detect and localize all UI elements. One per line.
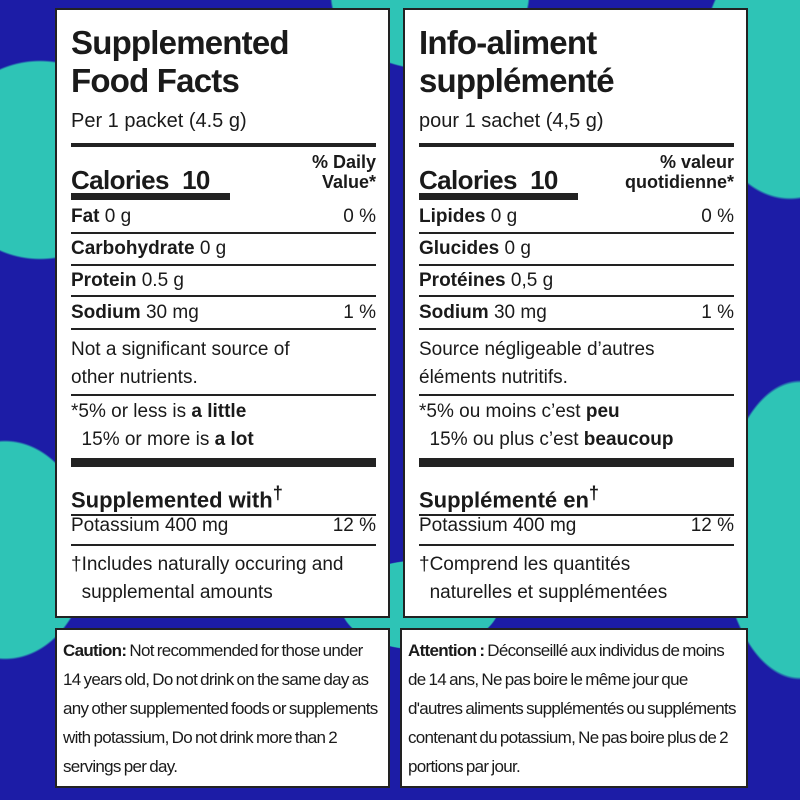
nutrient-row: Carbohydrate 0 g: [71, 238, 227, 259]
footnote-daily-value: *5% ou moins c’est peu 15% ou plus c’est…: [419, 401, 674, 450]
divider: [71, 143, 376, 147]
divider: [419, 394, 734, 396]
nutrient-row: Sodium 30 mg 1 %: [419, 302, 734, 323]
daily-value-header: % valeur quotidienne*: [625, 152, 734, 192]
divider: [419, 193, 578, 200]
divider: [71, 514, 376, 516]
serving-size: Per 1 packet (4.5 g): [71, 110, 247, 132]
divider: [71, 394, 376, 396]
divider: [71, 328, 376, 330]
divider: [71, 264, 376, 266]
divider: [71, 458, 376, 467]
caution-english: Caution: Not recommended for those under…: [55, 628, 390, 788]
nutrition-facts-french: Info-aliment supplémenté pour 1 sachet (4…: [403, 8, 748, 618]
nutrient-row: Sodium 30 mg 1 %: [71, 302, 376, 323]
divider: [71, 232, 376, 234]
divider: [419, 295, 734, 297]
serving-size: pour 1 sachet (4,5 g): [419, 110, 604, 132]
footnote-dagger: †Includes naturally occuring and supplem…: [71, 554, 344, 603]
divider: [419, 143, 734, 147]
divider: [419, 264, 734, 266]
divider: [71, 544, 376, 546]
supplemented-heading: Supplémenté en†: [419, 482, 600, 513]
footnote-dagger: †Comprend les quantités naturelles et su…: [419, 554, 668, 603]
nutrient-row: Glucides 0 g: [419, 238, 531, 259]
footnote-daily-value: *5% or less is a little 15% or more is a…: [71, 401, 254, 450]
nutrient-row: Protéines 0,5 g: [419, 270, 554, 291]
divider: [71, 193, 230, 200]
divider: [71, 295, 376, 297]
divider: [419, 328, 734, 330]
divider: [419, 232, 734, 234]
potassium-row: Potassium 400 mg 12 %: [71, 515, 376, 536]
panel-title: Supplemented Food Facts: [71, 24, 290, 99]
note: Source négligeable d’autres éléments nutr…: [419, 339, 655, 388]
note: Not a significant source of other nutrien…: [71, 339, 290, 388]
calories: Calories 10: [71, 165, 210, 195]
nutrient-row: Protein 0.5 g: [71, 270, 184, 291]
potassium-row: Potassium 400 mg 12 %: [419, 515, 734, 536]
panel-title: Info-aliment supplémenté: [419, 24, 615, 99]
caution-french: Attention : Déconseillé aux individus de…: [400, 628, 748, 788]
caution-text: Caution: Not recommended for those under…: [63, 641, 378, 776]
nutrition-facts-english: Supplemented Food Facts Per 1 packet (4.5…: [55, 8, 390, 618]
divider: [419, 544, 734, 546]
divider: [419, 514, 734, 516]
calories: Calories 10: [419, 165, 558, 195]
caution-text: Attention : Déconseillé aux individus de…: [408, 641, 736, 776]
divider: [419, 458, 734, 467]
supplemented-heading: Supplemented with†: [71, 482, 283, 513]
daily-value-header: % Daily Value*: [311, 152, 376, 192]
